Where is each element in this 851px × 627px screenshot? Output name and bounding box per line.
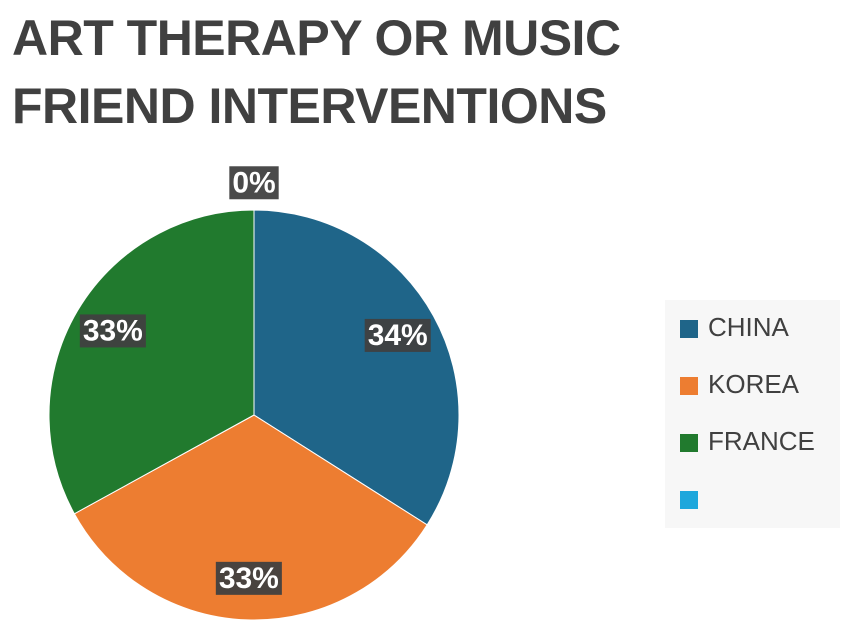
pie-slice <box>48 209 255 515</box>
data-label: 0% <box>232 166 275 199</box>
legend-swatch <box>680 377 698 395</box>
legend-swatch <box>680 491 698 509</box>
data-label-bg <box>79 314 146 348</box>
legend-label: CHINA <box>708 312 790 342</box>
chart-title: ART THERAPY OR MUSIC FRIEND INTERVENTION… <box>12 10 621 134</box>
pie-slice <box>253 209 460 526</box>
legend-swatch <box>680 434 698 452</box>
data-label-bg <box>215 561 282 595</box>
legend-label: KOREA <box>708 369 800 399</box>
data-label-bg <box>229 166 279 200</box>
pie-slice <box>73 414 428 621</box>
data-label: 33% <box>219 562 279 595</box>
data-label-bg <box>364 318 431 352</box>
data-label: 33% <box>83 314 143 347</box>
legend-label: FRANCE <box>708 426 815 456</box>
data-label: 34% <box>368 319 428 352</box>
legend-swatch <box>680 320 698 338</box>
